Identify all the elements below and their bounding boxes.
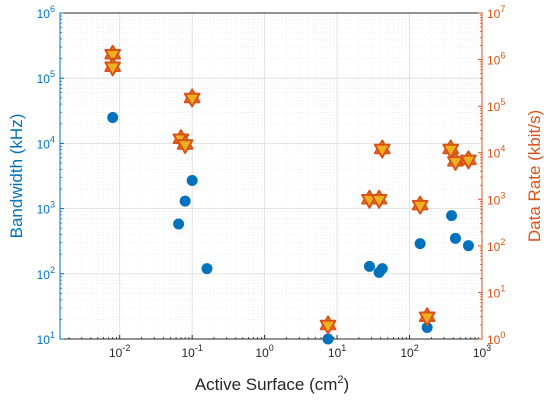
x-axis-title: Active Surface (cm2): [195, 374, 349, 394]
data-rate-point: [460, 150, 477, 170]
data-rate-point: [442, 139, 460, 159]
data-rate-point-triangle-down: [176, 139, 194, 155]
y-right-tick-label: 101: [487, 283, 505, 300]
x-tick-label: 101: [328, 343, 346, 360]
bandwidth-point: [462, 240, 474, 252]
y-right-tick-label: 104: [487, 144, 505, 161]
y-right-tick-label: 103: [487, 190, 505, 207]
y-axis-right-title: Data Rate (kbit/s): [525, 110, 544, 242]
y-left-tick-label: 104: [37, 134, 55, 151]
bandwidth-point: [446, 210, 458, 222]
y-right-tick-label: 107: [487, 4, 505, 21]
bandwidth-point: [363, 260, 375, 272]
data-rate-point-triangle-down: [447, 156, 464, 171]
data-rate-point-triangle-down: [104, 49, 122, 64]
y-right-tick-label: 102: [487, 237, 505, 254]
bandwidth-point: [449, 232, 461, 244]
plot-background: [60, 13, 482, 339]
x-axis-title-end: ): [344, 375, 350, 394]
data-rate-point: [447, 151, 464, 171]
bandwidth-point: [179, 195, 191, 207]
y-left-tick-label: 101: [37, 330, 55, 347]
bandwidth-point: [376, 263, 388, 275]
x-tick-label: 10-1: [181, 343, 202, 360]
data-rate-point: [411, 195, 429, 215]
y-left-tick-label: 102: [37, 265, 55, 282]
y-left-tick-label: 106: [37, 4, 55, 21]
x-tick-label: 100: [255, 343, 273, 360]
x-tick-label: 10-2: [109, 343, 130, 360]
data-rate-point: [370, 189, 388, 209]
bandwidth-point: [201, 263, 213, 275]
data-rate-point: [418, 307, 436, 327]
data-rate-point: [104, 44, 122, 64]
data-rate-point-triangle-down: [373, 143, 391, 159]
bandwidth-point: [322, 333, 334, 345]
data-rate-point-triangle-down: [460, 154, 477, 170]
y-right-tick-label: 105: [487, 97, 505, 114]
y-left-tick-label: 105: [37, 69, 55, 86]
data-rate-point: [176, 135, 194, 155]
data-rate-point-triangle-down: [319, 319, 337, 335]
marks-layer: [104, 44, 477, 345]
y-right-tick-label: 106: [487, 51, 505, 68]
bandwidth-point: [107, 111, 119, 123]
bandwidth-point: [421, 322, 433, 334]
data-rate-point: [183, 88, 201, 108]
grid-layer: [60, 12, 483, 340]
y-right-tick-label: 100: [487, 330, 505, 347]
x-tick-label: 103: [473, 343, 491, 360]
data-rate-point: [319, 315, 337, 335]
bandwidth-point: [173, 218, 185, 230]
x-tick-label: 102: [400, 343, 418, 360]
y-axis-left-title: Bandwidth (kHz): [7, 114, 26, 239]
x-axis-title-main: Active Surface (cm: [195, 375, 338, 394]
data-rate-point-triangle-down: [442, 143, 460, 159]
data-rate-point-triangle-down: [104, 61, 122, 77]
data-rate-point-triangle-down: [411, 199, 429, 215]
data-rate-point: [373, 139, 391, 159]
data-rate-point-triangle-down: [418, 311, 436, 327]
x-axis-title-superscript: 2: [337, 374, 343, 386]
data-rate-point: [104, 57, 122, 77]
y-left-tick-label: 103: [37, 200, 55, 217]
bandwidth-point: [186, 174, 198, 186]
bandwidth-point: [414, 238, 426, 250]
data-rate-point-triangle-down: [370, 194, 388, 209]
ticks-layer: 10-2 10-1 100 101 102 103 101 102 103 104 105 106 10…: [37, 4, 506, 360]
data-rate-point-triangle-down: [183, 92, 201, 108]
